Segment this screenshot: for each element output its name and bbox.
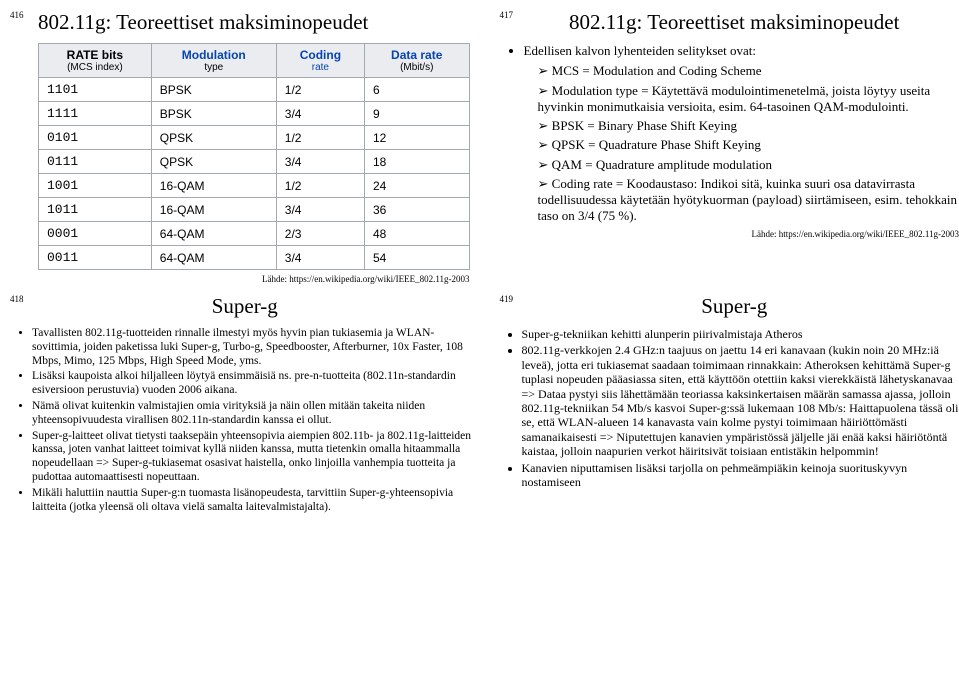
table-cell: 3/4: [276, 246, 364, 270]
table-cell: 54: [364, 246, 469, 270]
slide-title: Super-g: [10, 294, 480, 319]
lead-list: Edellisen kalvon lyhenteiden selitykset …: [500, 43, 959, 225]
table-cell: 18: [364, 150, 469, 174]
th-data: Data rate (Mbit/s): [364, 44, 469, 78]
table-cell: 1001: [39, 174, 152, 198]
list-item: Mikäli haluttiin nauttia Super-g:n tuoma…: [32, 487, 480, 515]
slide-number: 416: [10, 10, 24, 20]
table-cell: 64-QAM: [151, 222, 276, 246]
slide-416: 416 802.11g: Teoreettiset maksiminopeude…: [10, 10, 480, 284]
table-row: 001164-QAM3/454: [39, 246, 470, 270]
def-item: Modulation type = Käytettävä modulointim…: [538, 83, 959, 116]
table-cell: 0101: [39, 126, 152, 150]
source-text: Lähde: https://en.wikipedia.org/wiki/IEE…: [10, 274, 470, 284]
table-row: 1101BPSK1/26: [39, 78, 470, 102]
def-item: QPSK = Quadrature Phase Shift Keying: [538, 137, 959, 153]
source-text: Lähde: https://en.wikipedia.org/wiki/IEE…: [500, 229, 959, 239]
table-cell: 0001: [39, 222, 152, 246]
slide-number: 417: [500, 10, 514, 20]
rates-tbody: 1101BPSK1/261111BPSK3/490101QPSK1/212011…: [39, 78, 470, 270]
table-cell: 3/4: [276, 150, 364, 174]
slide-417: 417 802.11g: Teoreettiset maksiminopeude…: [500, 10, 959, 284]
table-cell: 1/2: [276, 78, 364, 102]
table-cell: 16-QAM: [151, 174, 276, 198]
list-item: Kanavien niputtamisen lisäksi tarjolla o…: [522, 461, 959, 490]
list-item: Lisäksi kaupoista alkoi hiljalleen löyty…: [32, 370, 480, 398]
table-cell: 12: [364, 126, 469, 150]
table-cell: 48: [364, 222, 469, 246]
defs-list: MCS = Modulation and Coding Scheme Modula…: [524, 63, 959, 224]
slide-419: 419 Super-g Super-g-tekniikan kehitti al…: [500, 294, 959, 516]
table-row: 100116-QAM1/224: [39, 174, 470, 198]
table-cell: 3/4: [276, 198, 364, 222]
list-item: Tavallisten 802.11g-tuotteiden rinnalle …: [32, 327, 480, 368]
table-row: 1111BPSK3/49: [39, 102, 470, 126]
slide-number: 418: [10, 294, 24, 304]
table-cell: 3/4: [276, 102, 364, 126]
list-item: Super-g-tekniikan kehitti alunperin piir…: [522, 327, 959, 341]
table-cell: 6: [364, 78, 469, 102]
table-cell: 1111: [39, 102, 152, 126]
table-cell: 0111: [39, 150, 152, 174]
table-cell: 16-QAM: [151, 198, 276, 222]
table-cell: QPSK: [151, 126, 276, 150]
def-item: QAM = Quadrature amplitude modulation: [538, 157, 959, 173]
slide-418: 418 Super-g Tavallisten 802.11g-tuotteid…: [10, 294, 480, 516]
table-row: 0111QPSK3/418: [39, 150, 470, 174]
slide-title: 802.11g: Teoreettiset maksiminopeudet: [500, 10, 959, 35]
rates-table: RATE bits (MCS index) Modulation type Co…: [38, 43, 470, 270]
bullet-list: Tavallisten 802.11g-tuotteiden rinnalle …: [10, 327, 480, 514]
table-cell: BPSK: [151, 78, 276, 102]
rates-table-wrap: RATE bits (MCS index) Modulation type Co…: [38, 43, 470, 270]
table-cell: 1/2: [276, 126, 364, 150]
lead-item: Edellisen kalvon lyhenteiden selitykset …: [524, 43, 959, 225]
bullet-list: Super-g-tekniikan kehitti alunperin piir…: [500, 327, 959, 489]
slide-title: 802.11g: Teoreettiset maksiminopeudet: [38, 10, 480, 35]
table-cell: 24: [364, 174, 469, 198]
table-cell: 64-QAM: [151, 246, 276, 270]
table-cell: 1011: [39, 198, 152, 222]
table-cell: QPSK: [151, 150, 276, 174]
list-item: 802.11g-verkkojen 2.4 GHz:n taajuus on j…: [522, 343, 959, 458]
table-cell: 36: [364, 198, 469, 222]
table-cell: 1/2: [276, 174, 364, 198]
list-item: Nämä olivat kuitenkin valmistajien omia …: [32, 400, 480, 428]
def-item: MCS = Modulation and Coding Scheme: [538, 63, 959, 79]
table-row: 0101QPSK1/212: [39, 126, 470, 150]
table-cell: 2/3: [276, 222, 364, 246]
th-mod: Modulation type: [151, 44, 276, 78]
slide-number: 419: [500, 294, 514, 304]
list-item: Super-g-laitteet olivat tietysti taaksep…: [32, 430, 480, 485]
table-cell: 1101: [39, 78, 152, 102]
th-rate: RATE bits (MCS index): [39, 44, 152, 78]
table-cell: 9: [364, 102, 469, 126]
table-cell: BPSK: [151, 102, 276, 126]
def-item: Coding rate = Koodaustaso: Indikoi sitä,…: [538, 176, 959, 225]
def-item: BPSK = Binary Phase Shift Keying: [538, 118, 959, 134]
table-row: 101116-QAM3/436: [39, 198, 470, 222]
table-cell: 0011: [39, 246, 152, 270]
th-coding: Coding rate: [276, 44, 364, 78]
slide-title: Super-g: [500, 294, 959, 319]
table-row: 000164-QAM2/348: [39, 222, 470, 246]
